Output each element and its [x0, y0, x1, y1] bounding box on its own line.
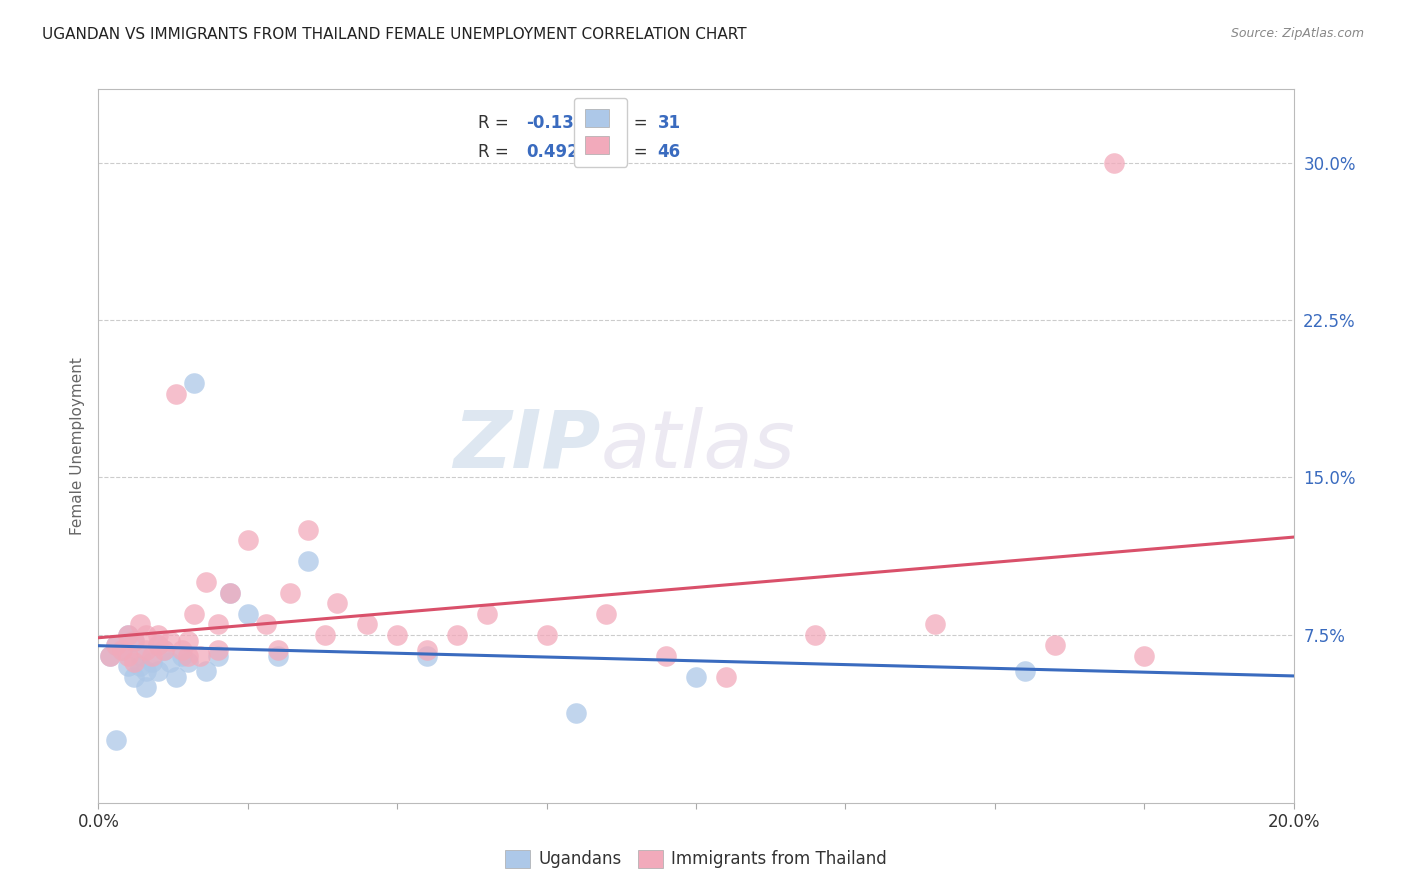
Point — [117, 628, 139, 642]
Point — [172, 642, 194, 657]
Point — [356, 617, 378, 632]
Point — [141, 655, 163, 669]
Text: -0.139: -0.139 — [526, 114, 586, 132]
Point — [236, 607, 259, 621]
Point — [135, 664, 157, 678]
Text: Source: ZipAtlas.com: Source: ZipAtlas.com — [1230, 27, 1364, 40]
Point — [172, 648, 194, 663]
Point — [111, 642, 134, 657]
Point — [183, 607, 205, 621]
Point — [135, 628, 157, 642]
Point — [148, 639, 170, 653]
Point — [254, 617, 277, 632]
Point — [177, 634, 200, 648]
Point — [117, 628, 139, 642]
Point — [1133, 648, 1156, 663]
Point — [124, 655, 146, 669]
Text: N =: N = — [616, 143, 652, 161]
Point — [1043, 639, 1066, 653]
Text: R =: R = — [478, 143, 515, 161]
Point — [124, 634, 146, 648]
Point — [207, 617, 229, 632]
Point — [129, 617, 152, 632]
Point — [385, 628, 409, 642]
Point — [105, 639, 128, 653]
Point — [159, 655, 181, 669]
Point — [177, 655, 200, 669]
Point — [117, 648, 139, 663]
Point — [565, 706, 588, 720]
Point — [165, 386, 187, 401]
Text: N =: N = — [616, 114, 652, 132]
Point — [267, 648, 290, 663]
Point — [714, 670, 737, 684]
Point — [124, 634, 146, 648]
Point — [595, 607, 617, 621]
Y-axis label: Female Unemployment: Female Unemployment — [69, 357, 84, 535]
Point — [315, 628, 337, 642]
Point — [100, 648, 122, 663]
Point — [195, 664, 218, 678]
Point — [100, 648, 122, 663]
Point — [207, 642, 229, 657]
Point — [148, 628, 170, 642]
Point — [188, 648, 211, 663]
Point — [804, 628, 827, 642]
Point — [416, 642, 439, 657]
Point — [159, 634, 181, 648]
Point — [129, 648, 152, 663]
Point — [124, 670, 146, 684]
Point — [183, 376, 205, 390]
Text: R =: R = — [478, 114, 515, 132]
Point — [148, 639, 170, 653]
Point — [416, 648, 439, 663]
Point — [326, 596, 349, 610]
Point — [685, 670, 707, 684]
Point — [111, 642, 134, 657]
Point — [1104, 155, 1126, 169]
Point — [536, 628, 558, 642]
Point — [135, 681, 157, 695]
Text: UGANDAN VS IMMIGRANTS FROM THAILAND FEMALE UNEMPLOYMENT CORRELATION CHART: UGANDAN VS IMMIGRANTS FROM THAILAND FEMA… — [42, 27, 747, 42]
Point — [267, 642, 290, 657]
Point — [924, 617, 946, 632]
Text: 0.492: 0.492 — [526, 143, 579, 161]
Text: 46: 46 — [658, 143, 681, 161]
Point — [148, 664, 170, 678]
Point — [105, 732, 128, 747]
Point — [219, 586, 242, 600]
Point — [475, 607, 498, 621]
Point — [165, 670, 187, 684]
Point — [129, 659, 152, 673]
Text: 31: 31 — [658, 114, 681, 132]
Point — [236, 533, 259, 548]
Text: ZIP: ZIP — [453, 407, 600, 485]
Point — [1014, 664, 1036, 678]
Point — [219, 586, 242, 600]
Point — [141, 648, 163, 663]
Point — [177, 648, 200, 663]
Text: atlas: atlas — [600, 407, 796, 485]
Point — [278, 586, 301, 600]
Legend: Ugandans, Immigrants from Thailand: Ugandans, Immigrants from Thailand — [496, 841, 896, 877]
Point — [297, 554, 319, 568]
Point — [153, 642, 176, 657]
Point — [655, 648, 678, 663]
Point — [117, 659, 139, 673]
Point — [153, 642, 176, 657]
Point — [207, 648, 229, 663]
Point — [297, 523, 319, 537]
Point — [195, 575, 218, 590]
Point — [446, 628, 468, 642]
Point — [135, 642, 157, 657]
Point — [105, 639, 128, 653]
